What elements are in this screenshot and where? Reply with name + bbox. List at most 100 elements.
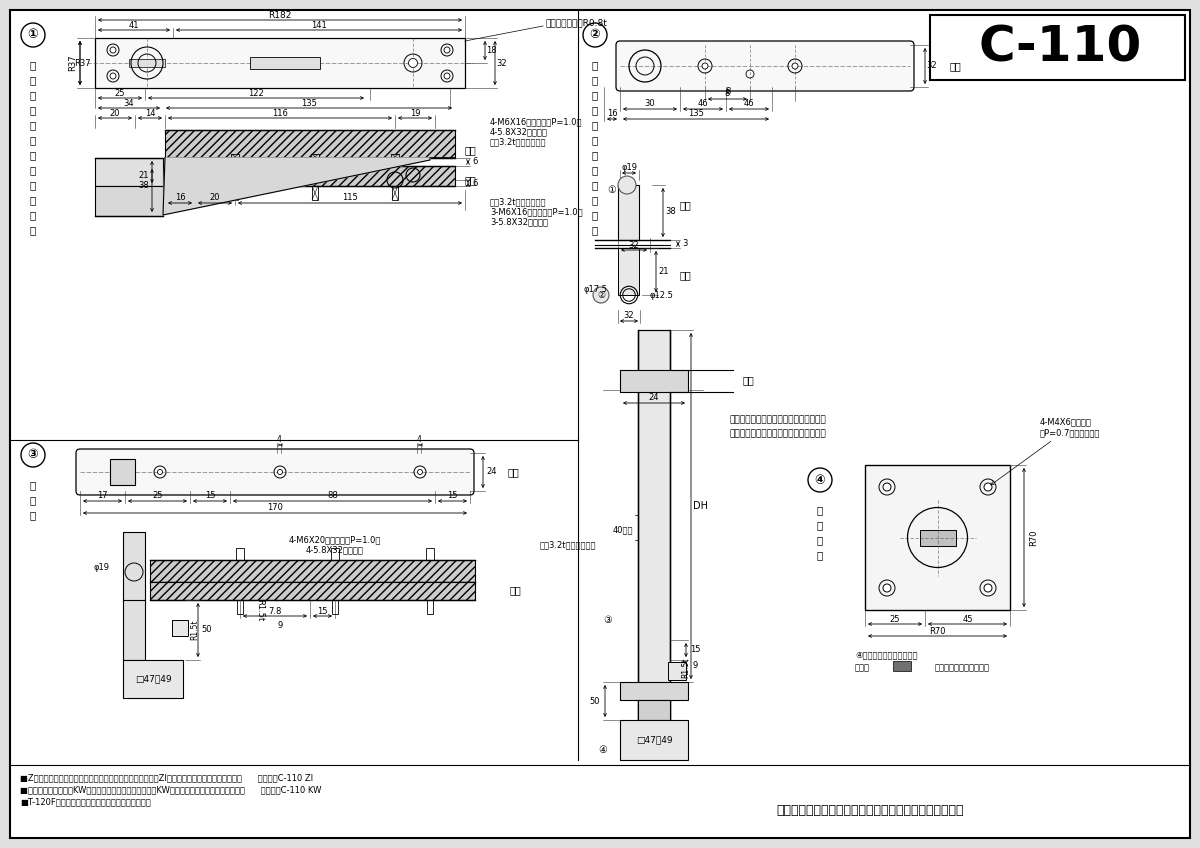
Text: プ: プ (30, 90, 36, 100)
Text: （: （ (592, 165, 598, 175)
Circle shape (593, 287, 610, 303)
Text: プ: プ (592, 90, 598, 100)
Bar (618, 185, 640, 240)
Text: ト: ト (592, 60, 598, 70)
Bar (620, 370, 688, 392)
Bar (426, 548, 434, 560)
Text: ①: ① (607, 185, 617, 195)
Text: 上: 上 (30, 180, 36, 190)
Circle shape (277, 470, 282, 475)
Text: 50: 50 (202, 626, 212, 634)
Text: 側: 側 (592, 210, 598, 220)
Text: 15: 15 (205, 492, 215, 500)
Text: ト: ト (30, 150, 36, 160)
Text: 20: 20 (109, 109, 120, 118)
Text: C-110: C-110 (978, 23, 1141, 71)
Text: ピ: ピ (592, 105, 598, 115)
Text: 緩み等が発生する場合があります。: 緩み等が発生する場合があります。 (730, 429, 827, 438)
Bar (312, 186, 318, 200)
Bar (166, 166, 455, 186)
Text: ドア: ドア (950, 61, 961, 71)
Text: ト: ト (592, 150, 598, 160)
Text: 9: 9 (692, 661, 697, 670)
Bar (865, 465, 1010, 610)
Text: ドア: ドア (466, 175, 476, 185)
Text: ）: ） (592, 225, 598, 235)
Text: ④: ④ (599, 745, 607, 755)
Text: R37: R37 (68, 54, 78, 71)
Text: 19: 19 (409, 109, 420, 118)
Text: ④: ④ (815, 473, 826, 487)
Bar (172, 620, 188, 636)
Bar (95, 158, 163, 186)
Text: 16: 16 (175, 193, 185, 203)
Text: 32: 32 (624, 311, 635, 321)
Text: □47〜49: □47〜49 (134, 674, 172, 683)
Text: ト: ト (30, 60, 36, 70)
Text: ア: ア (30, 480, 36, 490)
Text: R1.5t: R1.5t (682, 658, 690, 678)
Text: DH: DH (692, 501, 708, 511)
Text: 32: 32 (497, 59, 508, 68)
Bar (427, 600, 433, 614)
Circle shape (110, 73, 116, 79)
Text: ③: ③ (28, 449, 38, 461)
Polygon shape (163, 158, 430, 215)
Text: ③: ③ (604, 615, 612, 625)
Text: 裏板3.2t以上（別途）: 裏板3.2t以上（別途） (540, 540, 596, 550)
Bar (166, 130, 455, 158)
Circle shape (583, 23, 607, 47)
Text: 41: 41 (128, 20, 139, 30)
Text: 18: 18 (486, 46, 497, 55)
Text: 135: 135 (301, 98, 317, 108)
Text: 6: 6 (473, 178, 478, 187)
Text: 16: 16 (607, 109, 617, 119)
Text: ドア: ドア (743, 375, 755, 385)
Text: 46: 46 (744, 99, 755, 109)
Circle shape (883, 483, 890, 491)
Text: 15: 15 (448, 492, 457, 500)
Text: 24: 24 (487, 467, 497, 477)
Text: 4: 4 (276, 436, 282, 444)
Text: R70: R70 (929, 627, 946, 635)
Text: 32: 32 (926, 62, 937, 70)
Text: R70: R70 (1030, 529, 1038, 546)
Text: 床面軸座は埋め込んで確実にモルタル固定して下さい。: 床面軸座は埋め込んで確実にモルタル固定して下さい。 (776, 804, 964, 817)
Text: 141: 141 (311, 20, 326, 30)
Text: ②: ② (596, 291, 605, 299)
Text: R1.5t: R1.5t (191, 620, 199, 640)
Bar (150, 560, 475, 582)
Text: 135: 135 (688, 109, 704, 119)
Bar (124, 660, 182, 698)
Circle shape (22, 23, 46, 47)
Bar (238, 600, 242, 614)
Text: ド: ド (592, 180, 598, 190)
Circle shape (444, 47, 450, 53)
Bar (124, 532, 145, 602)
Text: ア: ア (592, 195, 598, 205)
Text: 21: 21 (659, 266, 670, 276)
Circle shape (808, 468, 832, 492)
Text: 38: 38 (139, 181, 149, 191)
Text: 88: 88 (328, 492, 338, 500)
Text: 8: 8 (725, 87, 731, 97)
Text: 面: 面 (817, 520, 823, 530)
Text: トッププレートR0.8t: トッププレートR0.8t (545, 19, 607, 27)
Text: 裏板3.2t以上（別途）: 裏板3.2t以上（別途） (490, 137, 546, 147)
Text: 3-5.8X32皿木ネジ: 3-5.8X32皿木ネジ (490, 217, 548, 226)
Text: ドア: ドア (508, 467, 520, 477)
Text: ボ: ボ (592, 120, 598, 130)
Bar (618, 248, 640, 295)
Bar (930, 15, 1186, 80)
Text: 46: 46 (697, 99, 708, 109)
Text: 3-M6X16皿小ネジ（P=1.0）: 3-M6X16皿小ネジ（P=1.0） (490, 208, 583, 216)
Text: 14: 14 (145, 109, 155, 118)
Text: φ19: φ19 (94, 564, 110, 572)
Bar (250, 57, 320, 69)
Text: 4-5.8X32皿木ネジ: 4-5.8X32皿木ネジ (306, 545, 364, 555)
Text: 25: 25 (152, 492, 163, 500)
Bar (150, 582, 475, 600)
Circle shape (444, 73, 450, 79)
Bar (95, 186, 163, 216)
Text: ー: ー (30, 495, 36, 505)
